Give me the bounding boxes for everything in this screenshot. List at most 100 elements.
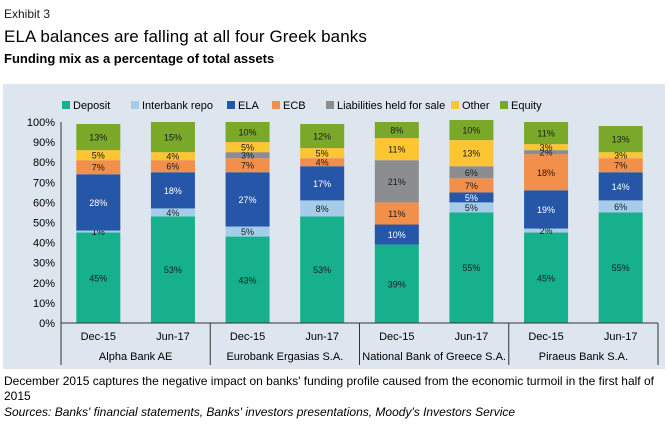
bar-segment-equity: [225, 122, 270, 143]
x-tick-label: Dec-15: [230, 331, 265, 343]
data-label-ela: 27%: [239, 195, 257, 205]
bar-segment-other: [374, 138, 419, 161]
bar-segment-ecb: [76, 160, 121, 175]
bar-segment-interbank-repo: [524, 228, 569, 233]
data-label-other: 4%: [166, 152, 179, 162]
x-tick-label: Dec-15: [379, 331, 414, 343]
legend-swatch-liabilities-held-for-sale: [326, 101, 334, 109]
legend-swatch-deposit: [62, 101, 70, 109]
data-label-ela: 18%: [164, 186, 182, 196]
data-label-equity: 15%: [164, 133, 182, 143]
legend-swatch-other: [451, 101, 459, 109]
data-label-ecb: 7%: [465, 181, 478, 191]
data-label-ecb: 7%: [614, 161, 627, 171]
group-label-national-bank-of-greece-s-a: National Bank of Greece S.A.: [362, 351, 506, 363]
data-label-deposit: 45%: [537, 273, 555, 283]
y-tick-label: 100%: [27, 117, 55, 129]
legend-label-ecb: ECB: [283, 100, 306, 112]
bar-segment-equity: [76, 124, 121, 151]
bar-segment-ecb: [374, 202, 419, 225]
data-label-other: 11%: [388, 145, 405, 155]
data-label-ela: 28%: [89, 198, 107, 208]
data-label-interbank-repo: 4%: [166, 208, 179, 218]
bar-segment-deposit: [374, 244, 419, 323]
data-label-deposit: 53%: [164, 265, 182, 275]
data-label-equity: 13%: [89, 133, 107, 143]
chart-subtitle: Funding mix as a percentage of total ass…: [4, 51, 275, 66]
data-label-ecb: 4%: [316, 158, 329, 168]
legend-swatch-ela: [227, 101, 235, 109]
data-label-deposit: 43%: [239, 275, 257, 285]
bar-segment-ecb: [524, 154, 569, 191]
bar-segment-ela: [598, 172, 643, 201]
data-label-deposit: 55%: [462, 263, 480, 273]
bar-segment-ela: [76, 174, 121, 231]
bar-segment-deposit: [300, 216, 345, 323]
data-label-ela: 17%: [313, 179, 331, 189]
legend-label-equity: Equity: [511, 100, 542, 112]
bar-segment-equity: [598, 126, 643, 153]
x-tick-label: Jun-17: [604, 331, 638, 343]
data-label-ela: 10%: [388, 230, 406, 240]
x-tick-label: Jun-17: [455, 331, 489, 343]
data-label-equity: 10%: [462, 126, 480, 136]
x-tick-label: Dec-15: [81, 331, 116, 343]
legend-label-deposit: Deposit: [73, 100, 110, 112]
bar-segment-deposit: [225, 236, 270, 323]
bar-segment-ecb: [225, 158, 270, 173]
bar-segment-ela: [150, 172, 195, 209]
y-tick-label: 60%: [33, 197, 55, 209]
bar-segment-equity: [524, 122, 569, 145]
bar-segment-deposit: [150, 216, 195, 323]
y-tick-label: 10%: [33, 298, 55, 310]
legend-label-ela: ELA: [238, 100, 259, 112]
y-tick-label: 30%: [33, 258, 55, 270]
bar-segment-ecb: [598, 158, 643, 173]
bar-segment-deposit: [76, 232, 121, 323]
bar-segment-equity: [300, 124, 345, 149]
data-label-other: 5%: [241, 143, 254, 153]
data-label-interbank-repo: 2%: [540, 226, 553, 236]
bar-segment-interbank-repo: [598, 200, 643, 213]
group-label-alpha-bank-ae: Alpha Bank AE: [99, 351, 172, 363]
bar-segment-other: [524, 144, 569, 151]
bar-segment-deposit: [598, 212, 643, 323]
legend-label-liabilities-held-for-sale: Liabilities held for sale: [337, 100, 445, 112]
data-label-ela: 19%: [537, 205, 555, 215]
bar-segment-liabilities-held-for-sale: [524, 150, 569, 155]
data-label-equity: 8%: [390, 126, 403, 136]
data-label-ecb: 11%: [388, 209, 405, 219]
x-tick-label: Jun-17: [156, 331, 190, 343]
data-label-other: 13%: [462, 149, 480, 159]
exhibit-label: Exhibit 3: [4, 7, 51, 21]
data-label-ecb: 18%: [537, 168, 555, 178]
bar-segment-ecb: [150, 160, 195, 173]
legend-swatch-interbank-repo: [131, 101, 139, 109]
legend-label-other: Other: [462, 100, 490, 112]
bar-segment-ela: [524, 190, 569, 229]
bar-segment-deposit: [449, 212, 494, 323]
data-label-liabilities-held-for-sale: 3%: [241, 151, 254, 161]
bar-segment-equity: [374, 122, 419, 139]
y-tick-label: 50%: [33, 218, 55, 230]
bar-segment-interbank-repo: [150, 208, 195, 217]
data-label-other: 3%: [614, 151, 627, 161]
data-label-liabilities-held-for-sale: 2%: [540, 148, 553, 158]
bar-segment-other: [300, 148, 345, 159]
bar-segment-interbank-repo: [225, 226, 270, 237]
data-label-interbank-repo: 5%: [465, 203, 478, 213]
bar-segment-ela: [300, 166, 345, 201]
chart-title: ELA balances are falling at all four Gre…: [4, 27, 367, 46]
bar-segment-ela: [374, 224, 419, 245]
y-tick-label: 20%: [33, 278, 55, 290]
bar-segment-interbank-repo: [449, 202, 494, 213]
data-label-interbank-repo: 5%: [241, 227, 254, 237]
group-label-eurobank-ergasias-s-a: Eurobank Ergasias S.A.: [226, 351, 343, 363]
y-tick-label: 40%: [33, 238, 55, 250]
data-label-interbank-repo: 8%: [316, 204, 329, 214]
bar-segment-ecb: [300, 158, 345, 167]
y-tick-label: 70%: [33, 177, 55, 189]
bar-segment-interbank-repo: [76, 230, 121, 233]
x-tick-label: Jun-17: [305, 331, 339, 343]
data-label-equity: 11%: [537, 129, 554, 139]
